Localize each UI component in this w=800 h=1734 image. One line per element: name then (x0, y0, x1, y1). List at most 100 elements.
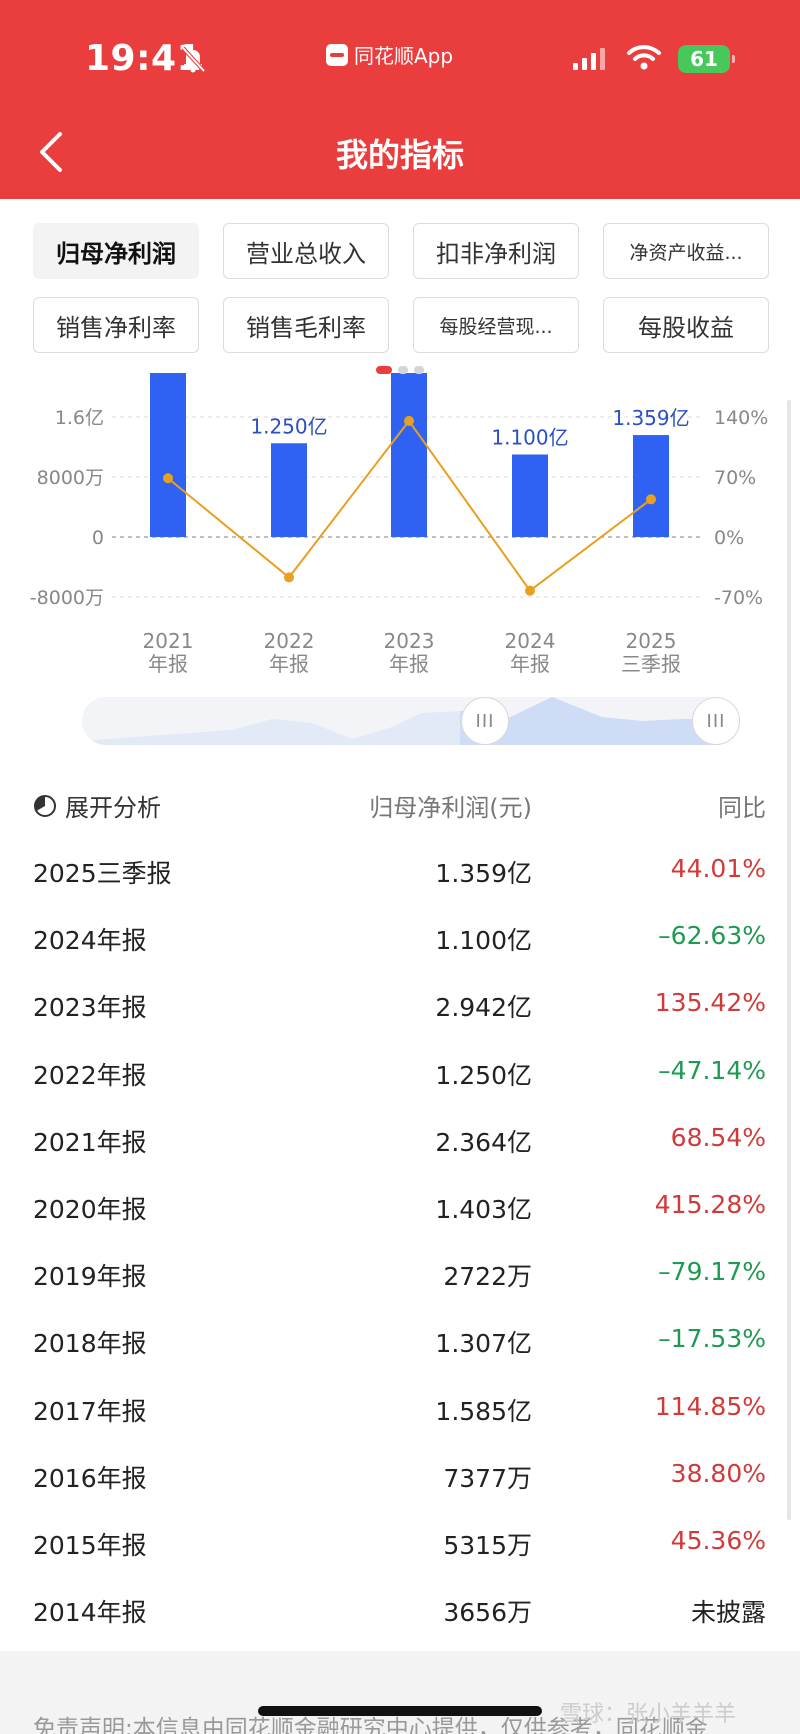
right-axis-tick-label: 0% (714, 527, 744, 549)
x-axis-category-label: 年报 (148, 652, 188, 676)
return-to-app[interactable]: 同花顺App (326, 40, 453, 69)
yoy-point (525, 585, 535, 596)
row-value: 1.307亿 (435, 1329, 532, 1359)
row-period: 2017年报 (33, 1396, 147, 1426)
table-row[interactable]: 2015年报 5315万 45.36% (0, 1508, 800, 1575)
row-period: 2024年报 (33, 926, 147, 956)
source-app-label: 同花顺App (354, 44, 454, 68)
right-axis-tick-label: 70% (714, 467, 756, 489)
page-title: 我的指标 (335, 136, 464, 174)
row-yoy: 415.28% (654, 1189, 766, 1219)
battery-level: 61 (690, 47, 718, 71)
left-axis-tick-label: -8000万 (30, 587, 104, 609)
bar (391, 373, 427, 537)
bar-data-label: 1.359亿 (612, 406, 689, 430)
row-value: 1.359亿 (435, 859, 532, 888)
table-row[interactable]: 2017年报 1.585亿 114.85% (0, 1374, 800, 1441)
range-handle-right[interactable]: III (692, 697, 740, 745)
disclaimer-text: 免责声明:本信息由同花顺金融研究中心提供，仅供参考，同花顺金 (33, 1716, 708, 1734)
x-axis-category-label: 2024 (505, 629, 556, 653)
x-axis-category-label: 2023 (384, 629, 435, 653)
range-slider-track[interactable] (82, 697, 740, 745)
tab-gross-margin[interactable]: 销售毛利率 (223, 297, 389, 353)
yoy-point (284, 572, 294, 583)
bar-data-label: 1.100亿 (491, 426, 568, 450)
tab-total-revenue[interactable]: 营业总收入 (223, 223, 389, 279)
row-value: 1.100亿 (435, 926, 532, 956)
table-row[interactable]: 2023年报 2.942亿 135.42% (0, 970, 800, 1037)
row-yoy: 135.42% (654, 988, 766, 1018)
table-row[interactable]: 2020年报 1.403亿 415.28% (0, 1172, 800, 1239)
battery-indicator: 61 (678, 45, 735, 73)
chart-area[interactable]: 1.6亿 8000万 0 -8000万 140% 70% 0% -70% 1.250亿 1.100… (0, 358, 800, 678)
tab-operating-cashflow-per-share[interactable]: 每股经营现... (413, 297, 579, 353)
chart-pager (376, 366, 424, 374)
x-axis-category-label: 年报 (510, 652, 550, 676)
row-period: 2019年报 (33, 1262, 147, 1292)
pager-dot-active (376, 366, 392, 374)
row-yoy: –17.53% (658, 1324, 766, 1354)
row-yoy: 44.01% (670, 854, 766, 883)
right-axis-tick-label: -70% (714, 587, 763, 609)
back-arrow-icon[interactable] (34, 128, 70, 176)
table-row[interactable]: 2021年报 2.364亿 68.54% (0, 1105, 800, 1172)
table-row[interactable]: 2019年报 2722万 –79.17% (0, 1239, 800, 1306)
column-header-metric: 归母净利润(元) (369, 794, 532, 822)
expand-analysis-button[interactable]: 展开分析 (33, 788, 161, 823)
row-yoy: –79.17% (658, 1257, 766, 1287)
row-period: 2025三季报 (33, 859, 172, 888)
home-indicator[interactable] (258, 1706, 542, 1716)
x-axis-category-label: 年报 (269, 652, 309, 676)
yoy-point (404, 415, 414, 426)
row-yoy: 45.36% (670, 1525, 766, 1555)
tab-eps[interactable]: 每股收益 (603, 297, 769, 353)
watermark: 雪球：张小羊羊羊 (560, 1702, 737, 1727)
left-axis-tick-label: 1.6亿 (55, 407, 104, 429)
table-row[interactable]: 2018年报 1.307亿 –17.53% (0, 1306, 800, 1373)
cellular-signal-icon (573, 48, 605, 70)
row-period: 2023年报 (33, 993, 147, 1023)
pager-dot (414, 366, 424, 374)
row-yoy: –62.63% (658, 921, 766, 951)
row-yoy: –47.14% (658, 1055, 766, 1085)
left-axis-tick-label: 0 (92, 527, 104, 549)
metric-tabs: 归母净利润 营业总收入 扣非净利润 净资产收益... 销售净利率 销售毛利率 每… (33, 223, 769, 353)
row-period: 2016年报 (33, 1463, 147, 1493)
bar (633, 435, 669, 537)
row-yoy: 38.80% (670, 1458, 766, 1488)
row-value: 5315万 (443, 1530, 532, 1560)
app-logo-icon (326, 43, 348, 66)
x-axis-category-label: 三季报 (621, 652, 681, 676)
tab-net-profit-parent[interactable]: 归母净利润 (33, 223, 199, 279)
table-row[interactable]: 2025三季报 1.359亿 44.01% (0, 836, 800, 903)
x-axis-category-label: 2025 (626, 629, 677, 653)
table-row[interactable]: 2016年报 7377万 38.80% (0, 1441, 800, 1508)
column-header-yoy: 同比 (718, 794, 766, 822)
x-axis-category-label: 年报 (389, 652, 429, 676)
row-yoy: 114.85% (654, 1391, 766, 1421)
tab-net-profit-margin[interactable]: 销售净利率 (33, 297, 199, 353)
tab-roe[interactable]: 净资产收益... (603, 223, 769, 279)
range-handle-left[interactable]: III (461, 697, 509, 745)
tab-deducted-net-profit[interactable]: 扣非净利润 (413, 223, 579, 279)
scrollbar[interactable] (787, 400, 791, 1520)
expand-analysis-label: 展开分析 (65, 794, 161, 822)
handle-grip-icon: III (475, 710, 495, 732)
row-value: 2.364亿 (435, 1127, 532, 1157)
bar-data-label: 1.250亿 (250, 414, 327, 438)
table-header: 展开分析 归母净利润(元) 同比 (0, 778, 800, 828)
row-yoy: 68.54% (670, 1122, 766, 1152)
yoy-point (163, 473, 173, 484)
status-time: 19:41 (85, 38, 203, 79)
row-value: 2722万 (443, 1262, 532, 1292)
left-axis-tick-label: 8000万 (37, 467, 104, 489)
yoy-point (646, 494, 656, 505)
row-period: 2018年报 (33, 1329, 147, 1359)
table-row[interactable]: 2014年报 3656万 未披露 (0, 1575, 800, 1642)
row-period: 2022年报 (33, 1060, 147, 1090)
data-table: 2025三季报 1.359亿 44.01% 2024年报 1.100亿 –62.63% … (0, 836, 800, 1642)
table-row[interactable]: 2024年报 1.100亿 –62.63% (0, 903, 800, 970)
header-bar: 19:41 同花顺App 61 我的指标 (0, 0, 800, 199)
wifi-icon (627, 45, 661, 70)
table-row[interactable]: 2022年报 1.250亿 –47.14% (0, 1038, 800, 1105)
